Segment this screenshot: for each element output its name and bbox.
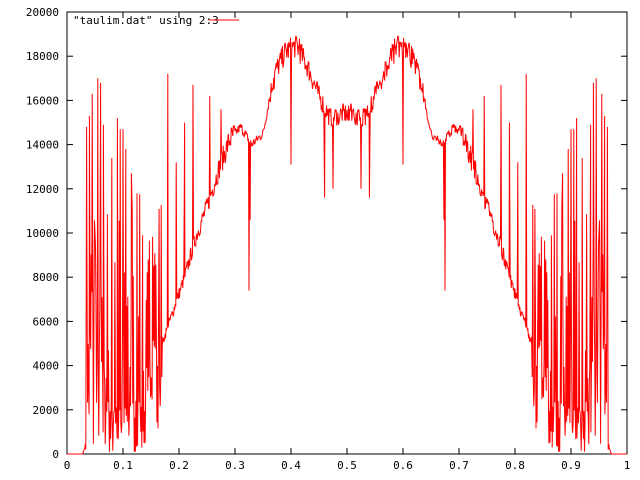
y-tick-label: 6000 — [33, 315, 60, 328]
y-tick-labels: 0 2000 4000 6000 8000 10000 12000 14000 16000 180… — [26, 6, 59, 461]
x-tick-label: 0.6 — [393, 459, 413, 472]
x-tick-label: 0.8 — [505, 459, 525, 472]
y-tick-label: 16000 — [26, 94, 59, 107]
y-tick-label: 14000 — [26, 139, 59, 152]
x-tick-label: 1 — [624, 459, 631, 472]
x-tick-label: 0.5 — [337, 459, 357, 472]
y-tick-label: 4000 — [33, 360, 60, 373]
x-tick-label: 0.9 — [561, 459, 581, 472]
y-tick-label: 20000 — [26, 6, 59, 19]
y-tick-label: 8000 — [33, 271, 60, 284]
x-tick-labels: 0 0.1 0.2 0.3 0.4 0.5 0.6 0.7 0.8 0.9 1 — [64, 459, 631, 472]
y-tick-label: 10000 — [26, 227, 59, 240]
y-tick-label: 2000 — [33, 404, 60, 417]
x-tick-label: 0 — [64, 459, 71, 472]
legend: "taulim.dat" using 2:3 — [73, 14, 239, 27]
x-tick-label: 0.7 — [449, 459, 469, 472]
x-tick-label: 0.4 — [281, 459, 301, 472]
legend-label: "taulim.dat" using 2:3 — [73, 14, 219, 27]
y-tick-label: 12000 — [26, 183, 59, 196]
x-tick-label: 0.3 — [225, 459, 245, 472]
y-tick-label: 0 — [52, 448, 59, 461]
x-tick-label: 0.2 — [169, 459, 189, 472]
x-tick-label: 0.1 — [113, 459, 133, 472]
series-line — [67, 35, 627, 455]
y-tick-label: 18000 — [26, 50, 59, 63]
